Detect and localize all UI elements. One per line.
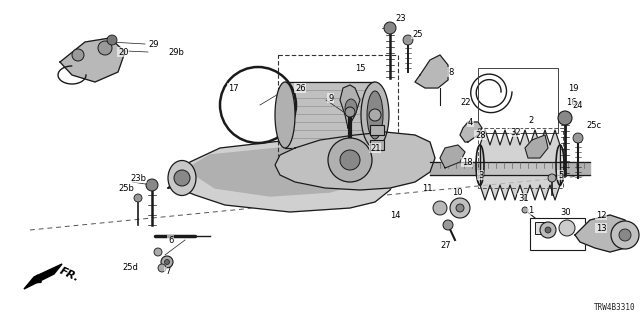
Circle shape — [443, 220, 453, 230]
Polygon shape — [440, 145, 465, 168]
Circle shape — [161, 256, 173, 268]
Polygon shape — [24, 264, 62, 289]
Circle shape — [384, 22, 396, 34]
Circle shape — [558, 111, 572, 125]
Text: 12: 12 — [596, 211, 607, 220]
Text: 24: 24 — [572, 100, 582, 109]
Bar — [530, 218, 585, 250]
Circle shape — [340, 150, 360, 170]
Text: 17: 17 — [228, 84, 239, 92]
Circle shape — [540, 222, 556, 238]
Polygon shape — [60, 38, 125, 82]
Ellipse shape — [361, 82, 389, 148]
Text: 25: 25 — [412, 29, 422, 38]
Text: 29b: 29b — [168, 47, 184, 57]
Text: 6: 6 — [168, 236, 173, 244]
Text: 7: 7 — [165, 268, 170, 276]
Polygon shape — [575, 215, 630, 252]
Circle shape — [107, 35, 117, 45]
Circle shape — [456, 204, 464, 212]
Text: 26: 26 — [295, 84, 306, 92]
Polygon shape — [460, 122, 482, 142]
Circle shape — [611, 221, 639, 249]
Circle shape — [559, 220, 575, 236]
Circle shape — [433, 201, 447, 215]
Circle shape — [369, 109, 381, 121]
Text: 23: 23 — [395, 13, 406, 22]
Text: 1: 1 — [528, 205, 533, 214]
Text: 29: 29 — [148, 39, 159, 49]
Circle shape — [403, 35, 413, 45]
Bar — [370, 125, 384, 135]
Text: 18: 18 — [462, 157, 472, 166]
Ellipse shape — [345, 99, 357, 117]
Text: 31: 31 — [518, 194, 529, 203]
Text: 14: 14 — [390, 211, 401, 220]
Circle shape — [158, 264, 166, 272]
Text: 20: 20 — [118, 47, 129, 57]
Bar — [478, 68, 558, 133]
Ellipse shape — [275, 82, 295, 148]
Text: 15: 15 — [355, 63, 365, 73]
Ellipse shape — [168, 161, 196, 196]
Circle shape — [545, 227, 551, 233]
Text: 30: 30 — [560, 207, 571, 217]
Text: 25c: 25c — [586, 121, 601, 130]
Bar — [278, 55, 398, 170]
Polygon shape — [185, 148, 375, 196]
Text: 25b: 25b — [118, 183, 134, 193]
Text: 16: 16 — [566, 98, 577, 107]
Polygon shape — [525, 135, 548, 158]
Ellipse shape — [367, 91, 383, 139]
Circle shape — [345, 107, 355, 117]
Bar — [478, 128, 563, 188]
Text: 27: 27 — [440, 241, 451, 250]
Text: 3: 3 — [478, 171, 483, 180]
Text: 28: 28 — [475, 131, 486, 140]
Circle shape — [154, 248, 162, 256]
Polygon shape — [340, 85, 360, 128]
Text: 8: 8 — [448, 68, 453, 76]
Circle shape — [72, 49, 84, 61]
Text: 21: 21 — [370, 143, 381, 153]
Text: 4: 4 — [468, 117, 473, 126]
Circle shape — [328, 138, 372, 182]
Polygon shape — [415, 55, 448, 88]
Polygon shape — [430, 162, 590, 175]
Circle shape — [548, 174, 556, 182]
Bar — [370, 140, 384, 150]
Polygon shape — [168, 140, 398, 212]
Polygon shape — [285, 82, 375, 148]
Circle shape — [450, 198, 470, 218]
Text: 9: 9 — [328, 93, 333, 102]
Text: 23b: 23b — [130, 173, 146, 182]
Circle shape — [573, 133, 583, 143]
Text: 13: 13 — [596, 223, 607, 233]
Text: 5: 5 — [558, 171, 563, 180]
Text: 25d: 25d — [122, 263, 138, 273]
Text: 11: 11 — [422, 183, 433, 193]
Text: 22: 22 — [460, 98, 470, 107]
Circle shape — [174, 170, 190, 186]
Polygon shape — [275, 132, 435, 190]
Text: 2: 2 — [528, 116, 533, 124]
Text: 19: 19 — [568, 84, 579, 92]
Text: TRW4B3310: TRW4B3310 — [593, 303, 635, 312]
Circle shape — [98, 41, 112, 55]
Circle shape — [619, 229, 631, 241]
Circle shape — [522, 207, 528, 213]
Bar — [535, 222, 550, 234]
Circle shape — [146, 179, 158, 191]
Text: FR.: FR. — [58, 266, 81, 284]
Circle shape — [134, 194, 142, 202]
Text: 32: 32 — [510, 127, 520, 137]
Text: 10: 10 — [452, 188, 463, 196]
Circle shape — [164, 260, 170, 265]
Polygon shape — [480, 130, 560, 200]
